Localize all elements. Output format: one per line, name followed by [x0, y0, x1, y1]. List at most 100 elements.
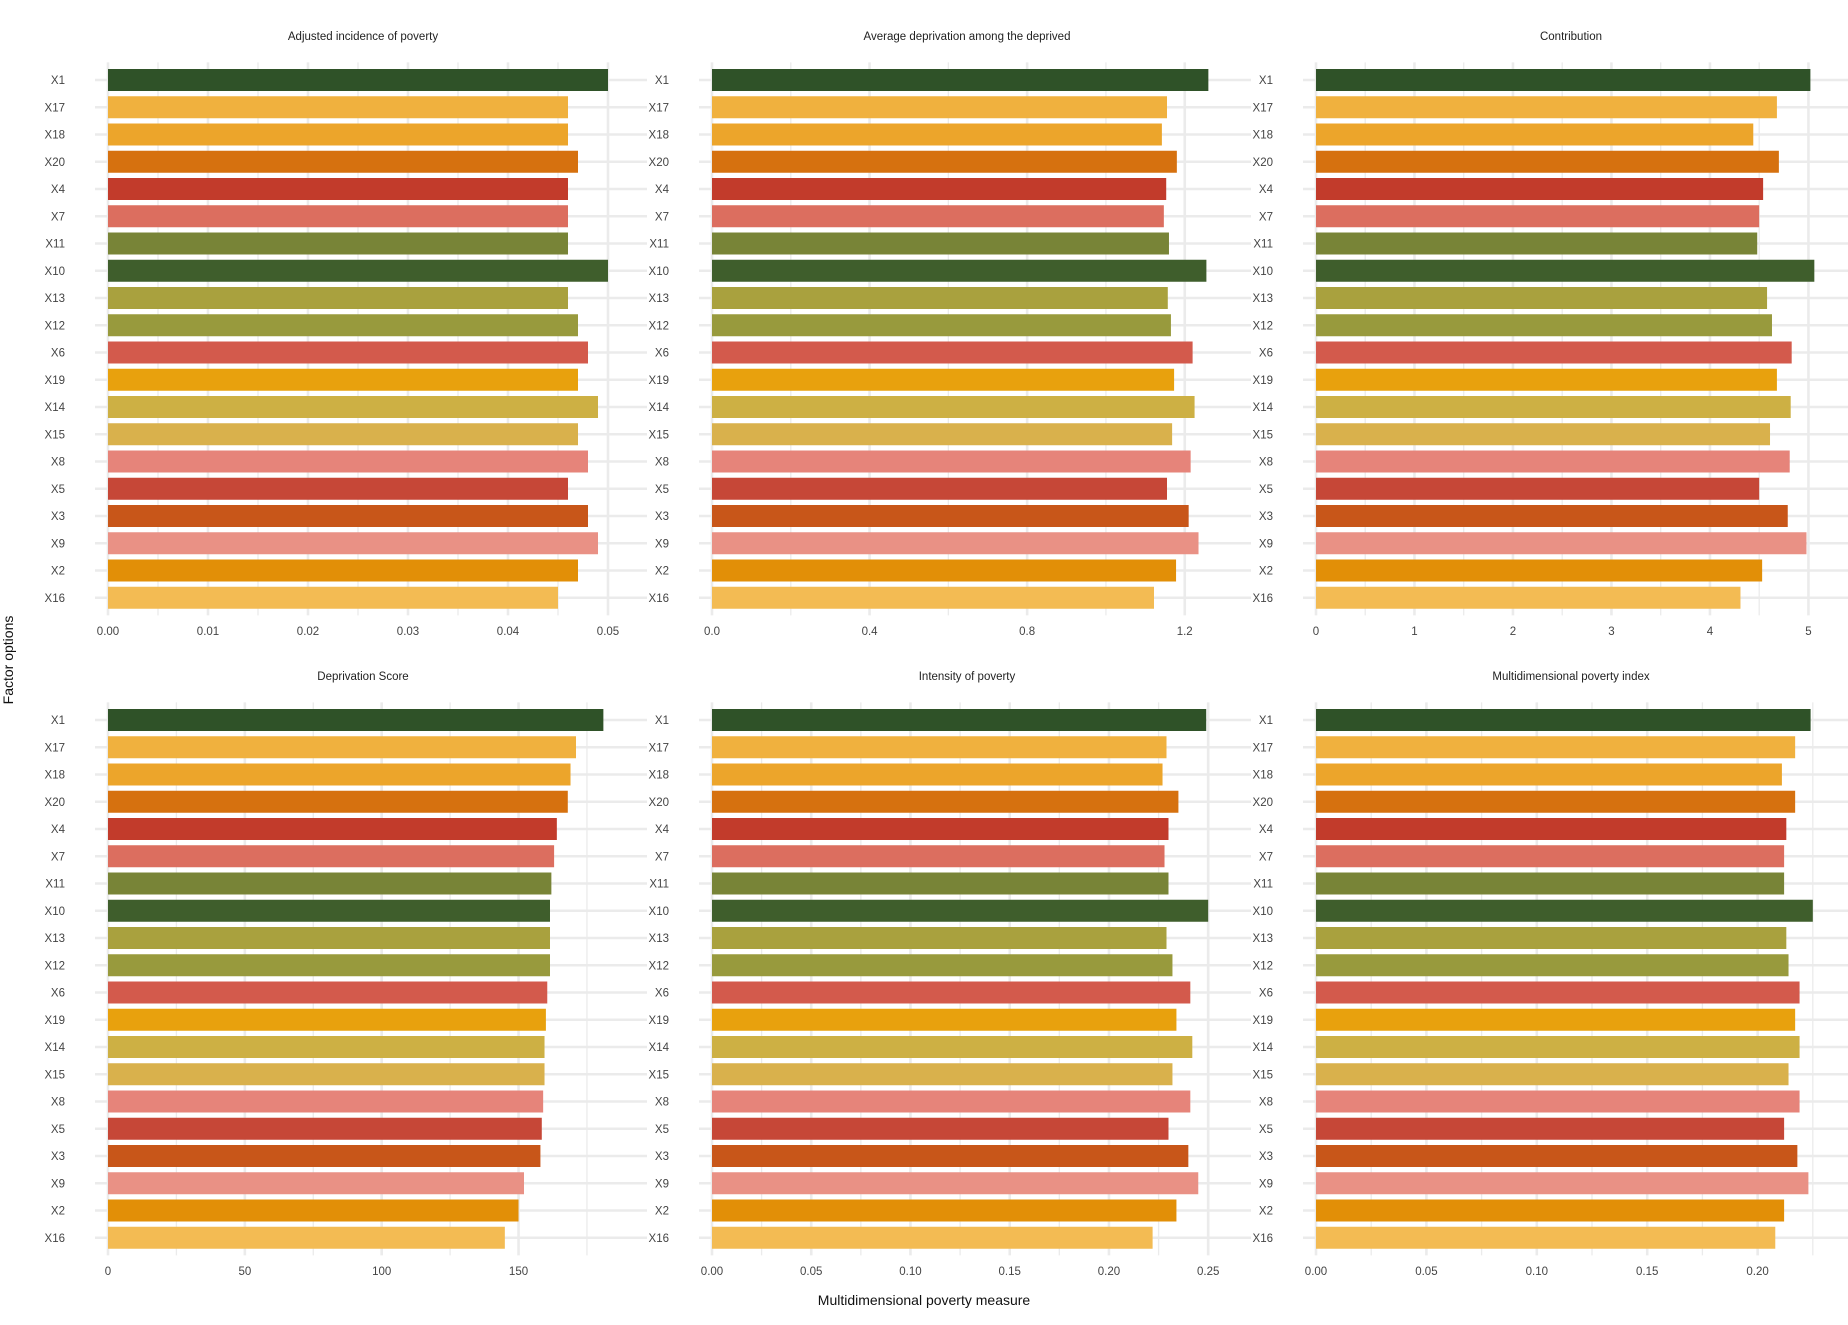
category-label: X10	[45, 906, 65, 918]
category-label: X2	[1259, 566, 1273, 578]
x-tick-label: 1	[1411, 626, 1417, 638]
bar-x10	[1316, 259, 1815, 282]
bar-x4	[712, 818, 1169, 840]
category-label: X12	[45, 320, 65, 332]
bar-x12	[108, 314, 578, 337]
category-label: X20	[649, 157, 669, 169]
category-label: X14	[649, 1042, 670, 1054]
bar-x13	[712, 287, 1168, 309]
bar-x8	[1316, 450, 1790, 473]
category-label: X13	[649, 293, 669, 305]
category-label: X20	[649, 797, 669, 809]
x-tick-label: 100	[372, 1266, 391, 1278]
category-label: X11	[1253, 239, 1273, 251]
bar-x20	[712, 150, 1177, 173]
bar-x1	[712, 709, 1207, 731]
bar-x9	[108, 1172, 524, 1195]
bar-x12	[1316, 314, 1772, 337]
category-label: X16	[649, 593, 669, 605]
x-tick-label: 2	[1510, 626, 1516, 638]
x-tick-label: 0.10	[1526, 1266, 1548, 1278]
facet-panel: X1X17X18X20X4X7X11X10X13X12X6X19X14X15X8…	[45, 671, 647, 1278]
bar-x13	[1316, 927, 1787, 949]
x-tick-label: 0.00	[97, 626, 119, 638]
bar-x7	[1316, 205, 1760, 228]
category-label: X18	[1253, 770, 1273, 782]
facet-panel: X1X17X18X20X4X7X11X10X13X12X6X19X14X15X8…	[1253, 671, 1848, 1278]
bar-x14	[108, 1036, 545, 1058]
x-tick-label: 0.15	[999, 1266, 1021, 1278]
category-label: X4	[655, 184, 670, 196]
facet-title: Average deprivation among the deprived	[864, 31, 1071, 43]
bar-x14	[712, 396, 1195, 418]
category-label: X6	[51, 348, 65, 360]
bar-x19	[1316, 1008, 1796, 1031]
bar-x16	[108, 586, 558, 609]
x-tick-label: 0.03	[397, 626, 419, 638]
category-label: X13	[1253, 933, 1273, 945]
bar-x14	[712, 1036, 1193, 1058]
bar-x10	[712, 899, 1209, 922]
category-label: X15	[1253, 429, 1273, 441]
bar-x19	[712, 368, 1175, 391]
bar-x11	[108, 872, 552, 895]
category-label: X19	[1253, 1015, 1273, 1027]
bar-x4	[108, 178, 568, 200]
category-label: X4	[1259, 824, 1274, 836]
category-label: X1	[655, 715, 669, 727]
facet-panel: X1X17X18X20X4X7X11X10X13X12X6X19X14X15X8…	[45, 31, 647, 638]
category-label: X15	[1253, 1069, 1273, 1081]
x-tick-label: 50	[238, 1266, 251, 1278]
bar-x1	[108, 69, 608, 91]
category-label: X4	[51, 824, 66, 836]
category-label: X9	[51, 1178, 65, 1190]
bar-x1	[1316, 69, 1811, 91]
x-tick-label: 150	[509, 1266, 528, 1278]
bar-x16	[108, 1226, 505, 1249]
category-label: X14	[45, 402, 66, 414]
category-label: X12	[649, 320, 669, 332]
category-label: X10	[45, 266, 65, 278]
category-label: X17	[1253, 742, 1273, 754]
x-tick-label: 0	[1313, 626, 1319, 638]
category-label: X7	[1259, 211, 1273, 223]
category-label: X6	[1259, 348, 1273, 360]
category-label: X8	[51, 457, 65, 469]
bar-x3	[1316, 1145, 1798, 1167]
bar-x7	[712, 845, 1165, 868]
bar-x16	[1316, 586, 1741, 609]
bar-x15	[1316, 1063, 1789, 1086]
category-label: X14	[649, 402, 670, 414]
category-label: X3	[51, 511, 65, 523]
category-label: X9	[1259, 538, 1273, 550]
bar-x5	[1316, 1117, 1785, 1140]
category-label: X7	[655, 211, 669, 223]
category-label: X17	[45, 742, 65, 754]
category-label: X16	[1253, 593, 1273, 605]
bar-x7	[712, 205, 1164, 228]
bar-x5	[108, 1117, 542, 1140]
bar-x3	[712, 1145, 1189, 1167]
category-label: X8	[51, 1097, 65, 1109]
bar-x1	[1316, 709, 1811, 731]
category-label: X12	[1253, 960, 1273, 972]
bar-x17	[712, 736, 1167, 759]
category-label: X19	[45, 375, 65, 387]
category-label: X4	[51, 184, 66, 196]
category-label: X16	[45, 1233, 65, 1245]
bar-x13	[712, 927, 1167, 949]
category-label: X19	[649, 1015, 669, 1027]
bar-x3	[108, 505, 588, 527]
x-tick-label: 0.01	[197, 626, 219, 638]
bar-x15	[1316, 423, 1771, 446]
x-tick-label: 0.15	[1636, 1266, 1658, 1278]
category-label: X13	[1253, 293, 1273, 305]
bar-x13	[108, 287, 568, 309]
category-label: X14	[1253, 1042, 1274, 1054]
facet-title: Intensity of poverty	[919, 671, 1016, 683]
category-label: X12	[45, 960, 65, 972]
category-label: X20	[45, 797, 65, 809]
bar-x6	[108, 341, 588, 364]
category-label: X8	[1259, 457, 1273, 469]
